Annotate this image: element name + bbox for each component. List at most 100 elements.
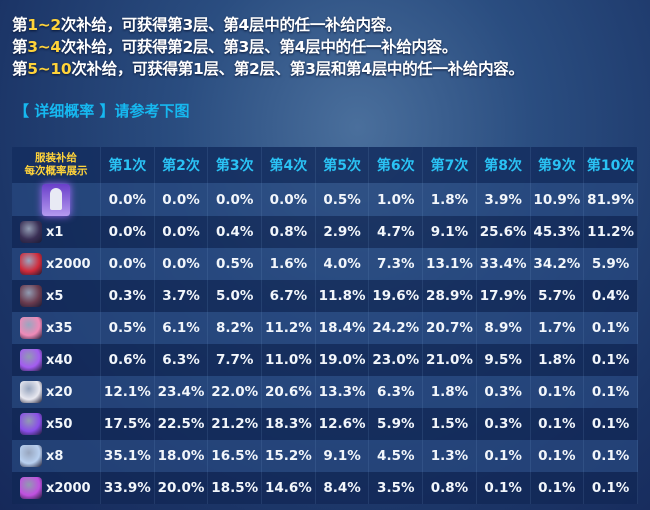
table-row: x40 0.6% 6.3% 7.7% 11.0% 19.0% 23.0% 21.0% 9.5% 1… [12,344,638,376]
probability-cell: 1.8% [422,376,477,408]
probability-cell: 14.6% [261,472,316,504]
probability-cell: 16.5% [207,440,263,472]
probability-cell: 22.5% [154,408,209,440]
probability-cell: 4.5% [368,440,424,472]
chest-icon [20,221,42,243]
table-row: x2000 0.0% 0.0% 0.5% 1.6% 4.0% 7.3% 13.1% 33.4% 3… [12,248,638,280]
probability-cell: 34.2% [530,248,585,280]
probability-cell: 25.6% [476,216,531,248]
probability-cell: 1.8% [422,183,477,216]
probability-cell: 0.3% [100,280,155,312]
probability-cell: 8.9% [476,312,531,344]
probability-cell: 19.0% [315,344,370,376]
column-header: 第9次 [530,147,585,183]
gem-icon [20,477,42,499]
probability-cell: 0.0% [154,183,209,216]
probability-cell: 1.7% [530,312,585,344]
probability-cell: 0.0% [100,183,155,216]
column-header: 第1次 [100,147,155,183]
intro-line: 第3~4次补给，可获得第2层、第3层、第4层中的任一补给内容。 [12,38,458,56]
probability-cell: 21.0% [422,344,477,376]
dark-box-icon [20,285,42,307]
probability-cell: 17.9% [476,280,531,312]
probability-cell: 18.3% [261,408,316,440]
probability-cell: 3.7% [154,280,209,312]
probability-cell: 0.1% [530,376,585,408]
probability-cell: 0.1% [530,440,585,472]
probability-cell: 11.2% [583,216,638,248]
item-quantity: x2000 [46,256,91,272]
item-cell: x2000 [12,248,101,280]
intro-line: 第5~10次补给，可获得第1层、第2层、第3层和第4层中的任一补给内容。 [12,60,524,78]
probability-cell: 24.2% [368,312,424,344]
item-quantity: x40 [46,352,73,368]
probability-cell: 20.0% [154,472,209,504]
probability-cell: 0.5% [207,248,263,280]
item-cell: x8 [12,440,101,472]
probability-cell: 0.1% [530,408,585,440]
probability-cell: 0.0% [207,183,263,216]
probability-cell: 9.1% [422,216,477,248]
probability-cell: 11.2% [261,312,316,344]
item-cell: x5 [12,280,101,312]
probability-cell: 7.3% [368,248,424,280]
probability-cell: 9.5% [476,344,531,376]
intro-text: 第1~2次补给，可获得第3层、第4层中的任一补给内容。 第3~4次补给，可获得第… [12,14,524,80]
probability-cell: 0.1% [583,472,638,504]
probability-cell: 11.0% [261,344,316,376]
probability-cell: 0.1% [476,440,531,472]
probability-cell: 10.9% [530,183,585,216]
probability-cell: 1.6% [261,248,316,280]
probability-cell: 0.1% [583,376,638,408]
probability-cell: 5.9% [583,248,638,280]
column-header: 第3次 [207,147,263,183]
item-cell: x2000 [12,472,101,504]
probability-cell: 0.5% [100,312,155,344]
item-cell: x20 [12,376,101,408]
probability-cell: 5.7% [530,280,585,312]
probability-cell: 8.4% [315,472,370,504]
item-quantity: x1 [46,224,64,240]
probability-cell: 7.7% [207,344,263,376]
probability-cell: 18.5% [207,472,263,504]
probability-cell: 12.1% [100,376,155,408]
probability-cell: 33.4% [476,248,531,280]
corner-header: 服装补给 每次概率展示 [12,147,101,183]
probability-cell: 23.4% [154,376,209,408]
probability-cell: 0.4% [583,280,638,312]
probability-cell: 0.8% [261,216,316,248]
probability-cell: 18.4% [315,312,370,344]
probability-cell: 0.0% [100,248,155,280]
violet-crystal-icon [20,413,42,435]
probability-cell: 19.6% [368,280,424,312]
item-cell: x35 [12,312,101,344]
table-row: x50 17.5% 22.5% 21.2% 18.3% 12.6% 5.9% 1.5% 0.3%… [12,408,638,440]
column-header: 第4次 [261,147,316,183]
probability-cell: 81.9% [583,183,638,216]
probability-cell: 45.3% [530,216,585,248]
gift-box-icon [20,381,42,403]
probability-cell: 0.5% [315,183,370,216]
probability-cell: 0.1% [476,472,531,504]
probability-cell: 0.3% [476,408,531,440]
probability-cell: 9.1% [315,440,370,472]
probability-cell: 13.1% [422,248,477,280]
table-row: x1 0.0% 0.0% 0.4% 0.8% 2.9% 4.7% 9.1% 25.6% 45.3%… [12,216,638,248]
probability-cell: 11.8% [315,280,370,312]
table-row: x8 35.1% 18.0% 16.5% 15.2% 9.1% 4.5% 1.3% 0.1% 0.… [12,440,638,472]
probability-cell: 6.1% [154,312,209,344]
probability-cell: 5.0% [207,280,263,312]
probability-cell: 33.9% [100,472,155,504]
probability-cell: 3.5% [368,472,424,504]
probability-cell: 6.3% [368,376,424,408]
item-quantity: x20 [46,384,73,400]
item-quantity: x8 [46,448,64,464]
probability-cell: 20.6% [261,376,316,408]
probability-cell: 0.3% [476,376,531,408]
probability-cell: 1.3% [422,440,477,472]
probability-cell: 6.3% [154,344,209,376]
table-row: x20 12.1% 23.4% 22.0% 20.6% 13.3% 6.3% 1.8% 0.3%… [12,376,638,408]
probability-cell: 5.9% [368,408,424,440]
probability-cell: 23.0% [368,344,424,376]
subtitle: 【 详细概率 】请参考下图 [14,102,190,120]
